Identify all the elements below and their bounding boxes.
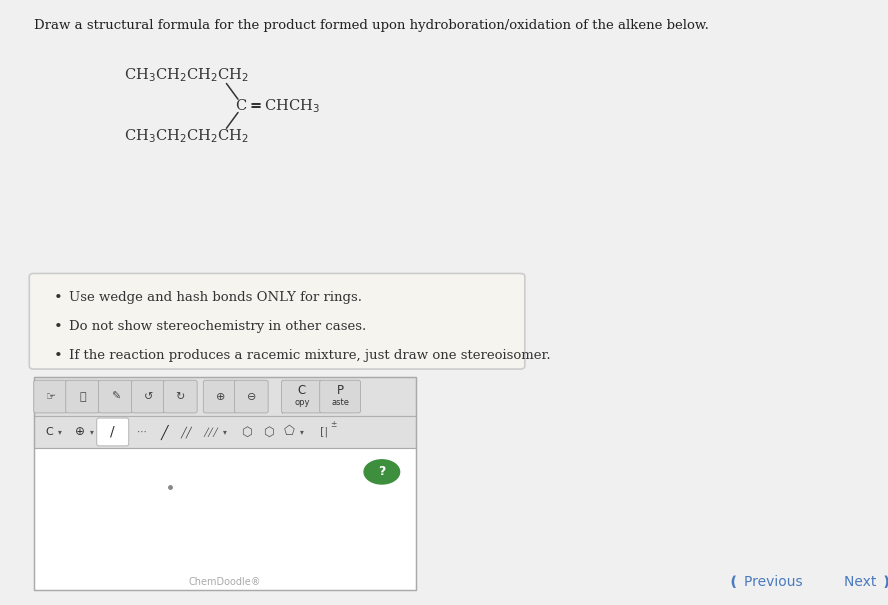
FancyBboxPatch shape [234, 381, 268, 413]
Text: ⊕: ⊕ [75, 425, 85, 439]
Text: C: C [297, 384, 306, 397]
Text: ⊖: ⊖ [247, 391, 256, 402]
FancyBboxPatch shape [97, 418, 129, 446]
Text: ?: ? [378, 465, 385, 479]
FancyBboxPatch shape [131, 381, 165, 413]
Text: Do not show stereochemistry in other cases.: Do not show stereochemistry in other cas… [69, 320, 367, 333]
Text: ▾: ▾ [90, 428, 93, 436]
Text: •: • [53, 348, 62, 363]
Text: ▾: ▾ [59, 428, 62, 436]
Text: ⋯: ⋯ [138, 427, 147, 437]
Text: ↺: ↺ [144, 391, 153, 402]
Text: C$\mathbf{=}$CHCH$_3$: C$\mathbf{=}$CHCH$_3$ [235, 97, 321, 115]
Text: CH$_3$CH$_2$CH$_2$CH$_2$: CH$_3$CH$_2$CH$_2$CH$_2$ [124, 67, 249, 85]
Text: ⊕: ⊕ [216, 391, 225, 402]
Text: P: P [337, 384, 344, 397]
Text: [|: [| [320, 427, 329, 437]
FancyBboxPatch shape [281, 381, 322, 413]
FancyBboxPatch shape [203, 381, 237, 413]
Text: ╱╱╱: ╱╱╱ [203, 427, 218, 437]
Text: ▾: ▾ [223, 428, 226, 436]
Text: aste: aste [331, 398, 349, 407]
Text: Draw a structural formula for the product formed upon hydroboration/oxidation of: Draw a structural formula for the produc… [34, 19, 709, 32]
Text: C: C [45, 427, 52, 437]
FancyBboxPatch shape [320, 381, 361, 413]
Text: Next ❫: Next ❫ [844, 575, 888, 589]
Text: •: • [53, 290, 62, 305]
Text: If the reaction produces a racemic mixture, just draw one stereoisomer.: If the reaction produces a racemic mixtu… [69, 349, 551, 362]
Polygon shape [364, 460, 400, 484]
Text: •: • [53, 319, 62, 334]
Text: opy: opy [294, 398, 310, 407]
Text: ╱: ╱ [161, 424, 168, 440]
Text: ▾: ▾ [300, 428, 304, 436]
FancyBboxPatch shape [29, 273, 525, 369]
Text: /: / [110, 425, 115, 439]
Bar [34, 448, 416, 590]
Text: Use wedge and hash bonds ONLY for rings.: Use wedge and hash bonds ONLY for rings. [69, 291, 362, 304]
Text: CH$_3$CH$_2$CH$_2$CH$_2$: CH$_3$CH$_2$CH$_2$CH$_2$ [124, 127, 249, 145]
FancyBboxPatch shape [34, 381, 67, 413]
Bar [34, 377, 416, 416]
Text: 🧴: 🧴 [79, 391, 86, 402]
Bar [34, 377, 416, 590]
FancyBboxPatch shape [99, 381, 132, 413]
FancyBboxPatch shape [66, 381, 99, 413]
Text: ☞: ☞ [45, 391, 56, 402]
Text: ╱╱: ╱╱ [180, 426, 193, 438]
Text: ⬡: ⬡ [263, 425, 274, 439]
Text: ⬠: ⬠ [284, 425, 295, 439]
Text: ❪ Previous: ❪ Previous [728, 575, 803, 589]
Text: ChemDoodle®: ChemDoodle® [188, 577, 261, 587]
Bar [34, 416, 416, 448]
Text: ✎: ✎ [111, 391, 120, 402]
FancyBboxPatch shape [163, 381, 197, 413]
Text: ⬡: ⬡ [242, 425, 252, 439]
Text: ±: ± [329, 420, 337, 429]
Text: ↻: ↻ [176, 391, 185, 402]
